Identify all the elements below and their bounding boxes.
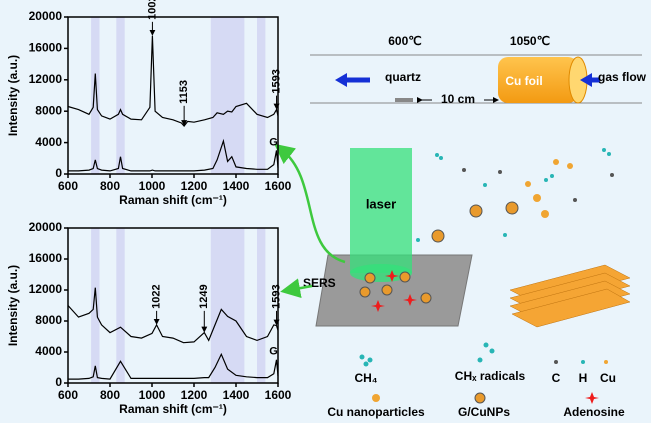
x-tick-label: 800 bbox=[100, 388, 120, 402]
highlight-band bbox=[211, 17, 245, 174]
legend-chx: CHₓ radicals bbox=[455, 369, 526, 383]
g-band-label: G bbox=[269, 136, 278, 148]
x-tick-label: 1000 bbox=[139, 179, 166, 193]
y-tick-label: 12000 bbox=[29, 72, 63, 86]
y-tick-label: 16000 bbox=[29, 41, 63, 55]
legend-h: H bbox=[579, 371, 588, 385]
figure: 600℃ 1050℃ quartz 10 cm Cu foil gas flow… bbox=[0, 0, 651, 423]
laser-label: laser bbox=[366, 196, 396, 211]
highlight-band bbox=[116, 17, 124, 174]
y-tick-label: 8000 bbox=[35, 313, 62, 327]
highlight-band bbox=[257, 228, 265, 383]
nanotubes bbox=[510, 265, 630, 327]
x-tick-label: 600 bbox=[58, 179, 78, 193]
x-tick-label: 600 bbox=[58, 388, 78, 402]
scene-legend: CH₄ CHₓ radicals C H Cu Cu nanoparticles… bbox=[327, 343, 625, 420]
peak-label: 1153 bbox=[178, 80, 190, 104]
x-axis-label: Raman shift (cm⁻¹) bbox=[119, 193, 227, 207]
cu-foil-label: Cu foil bbox=[505, 74, 542, 88]
temp-low: 600℃ bbox=[388, 34, 422, 48]
y-tick-label: 16000 bbox=[29, 251, 63, 265]
highlight-band bbox=[116, 228, 124, 383]
legend-cu: Cu bbox=[600, 371, 616, 385]
legend-cu-np: Cu nanoparticles bbox=[327, 405, 425, 419]
y-tick-label: 0 bbox=[55, 166, 62, 180]
g-band-label: G bbox=[269, 346, 278, 358]
y-axis-label: Intensity (a.u.) bbox=[6, 55, 20, 136]
highlight-band bbox=[211, 228, 245, 383]
y-tick-label: 4000 bbox=[35, 344, 62, 358]
peak-label: 1002 bbox=[146, 0, 158, 20]
gas-flow-label: gas flow bbox=[598, 70, 647, 84]
furnace: 600℃ 1050℃ quartz 10 cm Cu foil gas flow bbox=[310, 34, 647, 106]
legend-g-cunps: G/CuNPs bbox=[458, 405, 510, 419]
highlight-band bbox=[91, 17, 99, 174]
x-tick-label: 1600 bbox=[265, 179, 292, 193]
x-tick-label: 800 bbox=[100, 179, 120, 193]
highlight-band bbox=[91, 228, 99, 383]
highlight-band bbox=[257, 17, 265, 174]
y-tick-label: 8000 bbox=[35, 103, 62, 117]
y-tick-label: 20000 bbox=[29, 9, 63, 23]
temp-high: 1050℃ bbox=[510, 34, 550, 48]
x-tick-label: 1200 bbox=[181, 179, 208, 193]
legend-adenosine: Adenosine bbox=[563, 405, 625, 419]
distance-label: 10 cm bbox=[441, 92, 475, 106]
x-axis-label: Raman shift (cm⁻¹) bbox=[119, 402, 227, 416]
y-tick-label: 4000 bbox=[35, 135, 62, 149]
legend-ch4: CH₄ bbox=[354, 371, 377, 385]
peak-label: 1022 bbox=[151, 284, 163, 308]
y-tick-label: 20000 bbox=[29, 220, 63, 234]
sers-scene: laser SERS bbox=[282, 148, 630, 327]
x-tick-label: 1400 bbox=[223, 388, 250, 402]
x-tick-label: 1000 bbox=[139, 388, 166, 402]
x-tick-label: 1400 bbox=[223, 179, 250, 193]
x-tick-label: 1600 bbox=[265, 388, 292, 402]
x-tick-label: 1200 bbox=[181, 388, 208, 402]
sers-label: SERS bbox=[303, 276, 336, 290]
peak-label: 1593 bbox=[270, 284, 282, 308]
peak-label: 1593 bbox=[270, 69, 282, 93]
peak-label: 1249 bbox=[198, 284, 210, 308]
y-tick-label: 0 bbox=[55, 375, 62, 389]
quartz-label: quartz bbox=[385, 70, 421, 84]
y-tick-label: 12000 bbox=[29, 282, 63, 296]
y-axis-label: Intensity (a.u.) bbox=[6, 265, 20, 346]
legend-c: C bbox=[552, 371, 561, 385]
